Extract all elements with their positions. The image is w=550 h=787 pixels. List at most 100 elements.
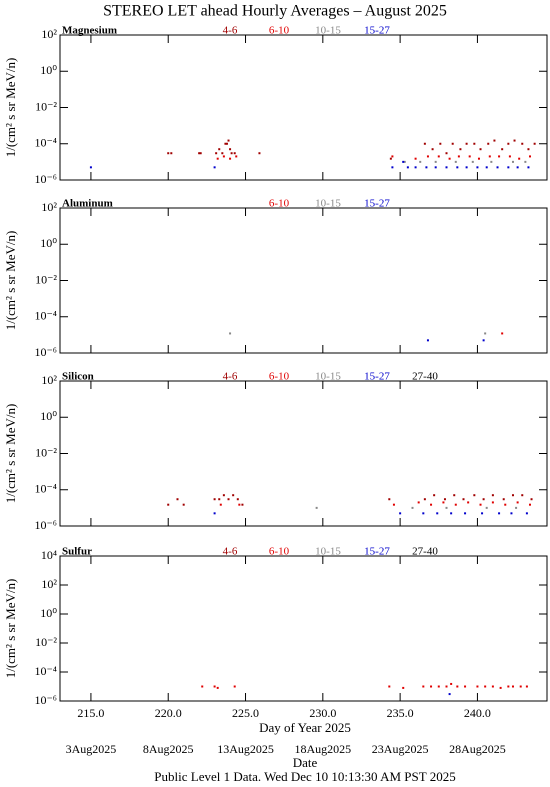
- panel-title: Sulfur: [62, 546, 92, 558]
- data-point: [221, 152, 224, 155]
- date-axis-label: Date: [293, 755, 318, 770]
- data-point: [448, 693, 451, 696]
- x-axis-label: Day of Year 2025: [259, 720, 351, 735]
- data-point: [238, 503, 241, 506]
- legend-label: 15-27: [364, 371, 390, 383]
- data-point: [498, 512, 501, 515]
- data-point: [426, 155, 429, 158]
- data-point: [403, 160, 406, 163]
- data-point: [476, 166, 479, 169]
- data-point: [218, 498, 221, 501]
- y-tick-label: 10⁻⁴: [34, 664, 57, 678]
- data-point: [402, 686, 405, 689]
- data-point: [422, 685, 425, 688]
- legend-label: 6-10: [269, 371, 290, 383]
- data-point: [225, 142, 228, 145]
- data-point: [504, 503, 507, 506]
- data-point: [423, 142, 426, 145]
- data-point: [439, 142, 442, 145]
- y-tick-label: 10⁰: [40, 606, 57, 620]
- data-point: [170, 152, 173, 155]
- data-point: [411, 506, 414, 509]
- data-point: [479, 503, 482, 506]
- data-point: [434, 160, 437, 163]
- data-point: [491, 685, 494, 688]
- panel-title: Magnesium: [62, 25, 117, 37]
- date-tick-label: 8Aug2025: [143, 742, 194, 756]
- data-point: [525, 685, 528, 688]
- data-point: [507, 685, 510, 688]
- date-tick-label: 18Aug2025: [294, 742, 351, 756]
- y-tick-label: 10⁻⁶: [34, 172, 57, 186]
- data-point: [511, 494, 514, 497]
- y-tick-label: 10⁻²: [35, 272, 57, 286]
- y-tick-label: 10⁰: [40, 409, 57, 423]
- data-point: [450, 682, 453, 685]
- date-tick-label: 3Aug2025: [66, 742, 117, 756]
- data-point: [445, 506, 448, 509]
- data-point: [391, 166, 394, 169]
- data-point: [419, 160, 422, 163]
- y-tick-label: 10²: [41, 200, 57, 214]
- y-tick-label: 10⁰: [40, 236, 57, 250]
- x-tick-label: 230.0: [309, 706, 336, 720]
- data-point: [235, 155, 238, 158]
- y-axis-label: 1/(cm² s sr MeV/n): [3, 58, 18, 158]
- data-point: [527, 148, 530, 151]
- data-point: [213, 166, 216, 169]
- data-point: [227, 139, 230, 142]
- data-point: [433, 494, 436, 497]
- data-point: [465, 142, 468, 145]
- data-point: [414, 166, 417, 169]
- x-tick-label: 240.0: [464, 706, 491, 720]
- data-point: [417, 501, 420, 504]
- data-point: [528, 503, 531, 506]
- data-point: [456, 166, 459, 169]
- data-point: [499, 686, 502, 689]
- data-point: [498, 155, 501, 158]
- data-point: [473, 142, 476, 145]
- data-point: [482, 498, 485, 501]
- data-point: [502, 498, 505, 501]
- data-point: [176, 498, 179, 501]
- data-point: [465, 166, 468, 169]
- data-point: [198, 152, 201, 155]
- data-point: [511, 685, 514, 688]
- data-point: [519, 685, 522, 688]
- legend-label: 27-40: [412, 371, 438, 383]
- legend-label: 27-40: [412, 546, 438, 558]
- legend-label: 4-6: [223, 25, 238, 37]
- data-point: [423, 498, 426, 501]
- data-point: [213, 512, 216, 515]
- data-point: [468, 155, 471, 158]
- data-point: [213, 685, 216, 688]
- data-point: [521, 142, 524, 145]
- panel-title: Aluminum: [62, 198, 113, 210]
- y-tick-label: 10⁻²: [35, 445, 57, 459]
- panel-title: Silicon: [62, 371, 94, 383]
- data-point: [508, 155, 511, 158]
- data-point: [481, 512, 484, 515]
- plot-frame: [59, 380, 548, 527]
- data-point: [487, 142, 490, 145]
- y-tick-label: 10⁻⁶: [34, 518, 57, 532]
- data-point: [426, 339, 429, 342]
- data-point: [493, 139, 496, 142]
- data-point: [491, 494, 494, 497]
- data-point: [448, 157, 451, 160]
- data-point: [530, 498, 533, 501]
- data-point: [391, 155, 394, 158]
- data-point: [479, 148, 482, 151]
- plot-frame: [59, 207, 548, 354]
- data-point: [501, 332, 504, 335]
- y-tick-label: 10⁻⁶: [34, 693, 57, 707]
- data-point: [182, 503, 185, 506]
- y-axis-label: 1/(cm² s sr MeV/n): [3, 404, 18, 504]
- data-point: [533, 142, 536, 145]
- data-point: [315, 506, 318, 509]
- data-point: [437, 155, 440, 158]
- data-point: [524, 160, 527, 163]
- x-tick-label: 235.0: [387, 706, 414, 720]
- data-point: [491, 501, 494, 504]
